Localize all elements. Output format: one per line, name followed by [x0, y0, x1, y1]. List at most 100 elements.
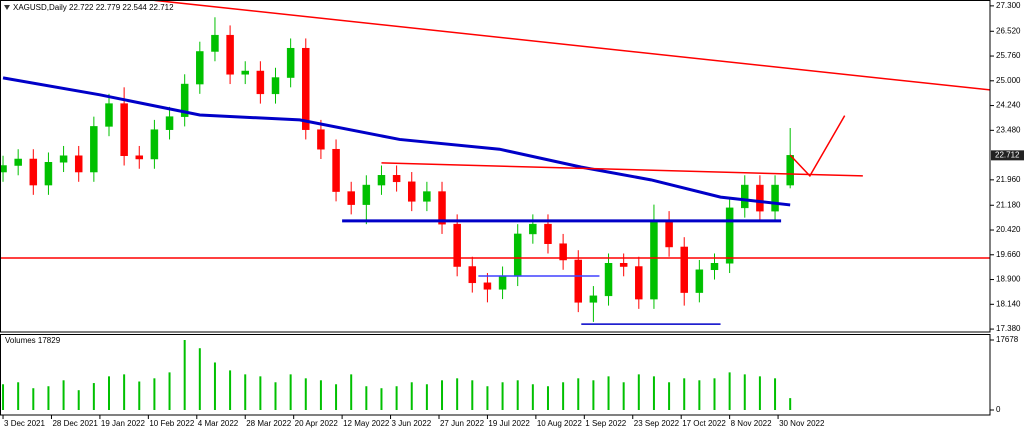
- drawn-line: [154, 0, 990, 91]
- x-tick-label: 17 Oct 2022: [682, 419, 726, 428]
- candle-body: [165, 116, 174, 130]
- candle-body: [741, 184, 749, 209]
- candle-body: [771, 184, 779, 212]
- candle-body: [271, 77, 280, 95]
- candle-body: [786, 155, 794, 186]
- candle-body: [377, 175, 386, 186]
- x-tick-label: 19 Jan 2022: [101, 419, 146, 428]
- candle-body: [74, 155, 83, 173]
- candle-body: [226, 34, 234, 75]
- y-tick-label: 19.660: [996, 250, 1021, 259]
- candle-body: [695, 269, 704, 293]
- volume-tick-label: 0: [996, 405, 1001, 414]
- candle-body: [29, 158, 38, 186]
- candle-body: [286, 47, 295, 78]
- candle-body: [619, 263, 628, 267]
- y-tick-label: 25.000: [996, 76, 1021, 85]
- x-tick-label: 1 Sep 2022: [585, 419, 626, 428]
- candle-body: [438, 191, 446, 225]
- candle-body: [483, 282, 492, 290]
- candle-body: [665, 220, 673, 248]
- candle-body: [347, 191, 355, 205]
- x-tick-label: 4 Mar 2022: [198, 419, 239, 428]
- candle-body: [180, 83, 189, 117]
- x-tick-label: 10 Feb 2022: [149, 419, 194, 428]
- symbol-icon: [4, 5, 10, 10]
- candle-body: [90, 126, 98, 173]
- candle-body: [635, 266, 643, 300]
- candle-body: [332, 148, 340, 192]
- x-tick-label: 19 Jul 2022: [488, 419, 530, 428]
- y-tick-label: 17.380: [996, 324, 1021, 333]
- candle-body: [559, 243, 567, 261]
- y-tick-label: 21.960: [996, 175, 1021, 184]
- candle-body: [317, 129, 325, 150]
- candle-body: [574, 259, 583, 303]
- y-tick-label: 18.140: [996, 299, 1021, 308]
- y-tick-label: 18.900: [996, 275, 1021, 284]
- y-tick-label: 25.760: [996, 51, 1021, 60]
- candle-body: [407, 181, 416, 202]
- x-tick-label: 23 Sep 2022: [634, 419, 680, 428]
- chart-title: XAGUSD,Daily 22.722 22.779 22.544 22.712: [13, 3, 174, 12]
- candle-body: [756, 184, 764, 212]
- candle-body: [513, 233, 522, 277]
- candle-body: [544, 223, 552, 244]
- candle-body: [498, 276, 507, 290]
- candle-body: [650, 220, 658, 300]
- candle-body: [211, 34, 219, 52]
- x-tick-label: 30 Nov 2022: [779, 419, 825, 428]
- candle-body: [589, 295, 598, 303]
- candle-body: [680, 246, 688, 293]
- moving-average: [2, 76, 791, 207]
- candle-body: [710, 263, 719, 271]
- drawn-line: [789, 115, 846, 178]
- y-tick-label: 26.520: [996, 26, 1021, 35]
- x-tick-label: 3 Jun 2022: [392, 419, 432, 428]
- volume-panel: [2, 339, 792, 410]
- candle-body: [59, 155, 68, 163]
- y-tick-label: 24.240: [996, 101, 1021, 110]
- x-tick-label: 27 Jun 2022: [440, 419, 485, 428]
- x-tick-label: 20 Apr 2022: [295, 419, 339, 428]
- candle-body: [135, 155, 144, 160]
- candle-body: [423, 191, 431, 202]
- x-tick-label: 3 Dec 2021: [4, 419, 45, 428]
- candle-body: [529, 223, 537, 235]
- candle-body: [0, 165, 7, 173]
- candle-body: [44, 162, 53, 186]
- candle-body: [14, 158, 22, 166]
- y-tick-label: 23.480: [996, 125, 1021, 134]
- x-tick-label: 10 Aug 2022: [537, 419, 582, 428]
- volume-title: Volumes 17829: [5, 336, 61, 345]
- current-price-label: 22.712: [995, 150, 1020, 159]
- candle-body: [392, 175, 401, 183]
- price-panel: [0, 0, 990, 325]
- candle-body: [604, 263, 613, 297]
- x-tick-label: 12 May 2022: [343, 419, 390, 428]
- current-price-box: [991, 150, 1024, 161]
- candle-body: [150, 129, 159, 160]
- candle-body: [362, 184, 371, 205]
- candle-body: [468, 266, 477, 284]
- candle-body: [105, 103, 113, 127]
- price-frame: [0, 0, 991, 333]
- candle-body: [302, 47, 310, 130]
- volume-tick-label: 17678: [996, 335, 1019, 344]
- volume-frame: [0, 334, 991, 416]
- x-tick-label: 28 Mar 2022: [246, 419, 291, 428]
- candle-body: [120, 103, 128, 156]
- y-tick-label: 20.420: [996, 225, 1021, 234]
- x-tick-label: 28 Dec 2021: [52, 419, 98, 428]
- y-tick-label: 21.180: [996, 200, 1021, 209]
- candle-body: [196, 51, 204, 85]
- x-tick-label: 8 Nov 2022: [731, 419, 772, 428]
- y-tick-label: 27.300: [996, 1, 1021, 10]
- candle-body: [241, 70, 249, 75]
- candle-body: [256, 70, 265, 95]
- candle-body: [453, 223, 461, 267]
- candle-body: [725, 207, 734, 264]
